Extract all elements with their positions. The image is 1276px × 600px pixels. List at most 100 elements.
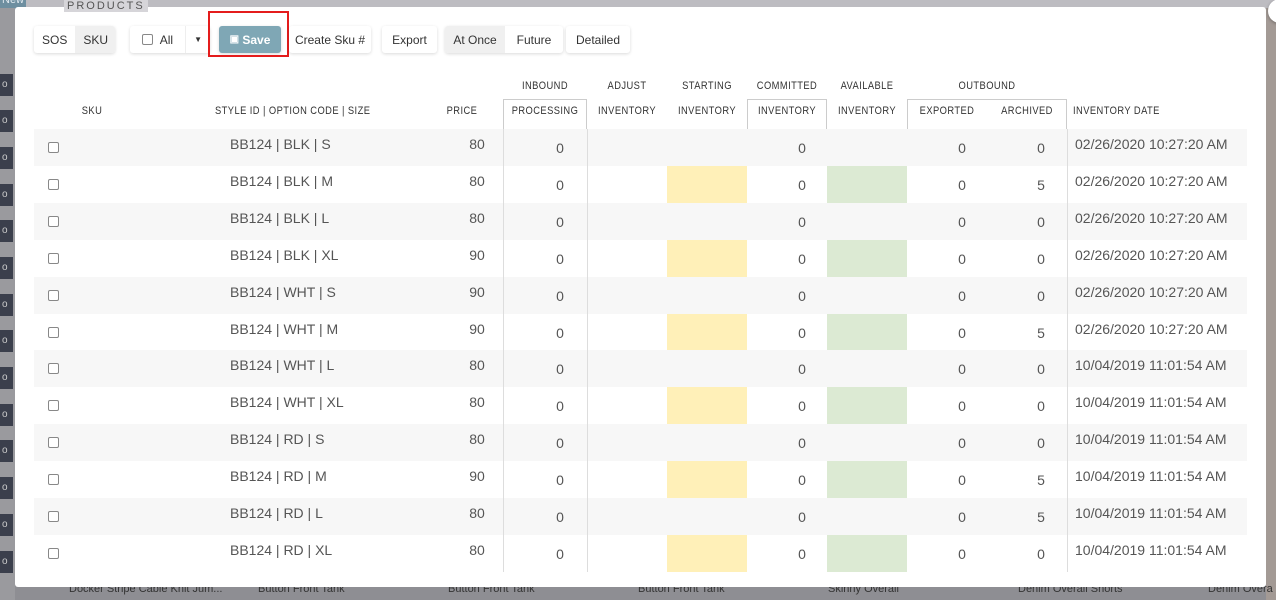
date-cell: 02/26/2020 10:27:20 AM (1075, 247, 1228, 263)
export-button[interactable]: Export (382, 26, 437, 53)
table-row: BB124 | WHT | S90000002/26/2020 10:27:20… (34, 277, 1247, 314)
background-badge: o (0, 184, 13, 206)
header-date: INVENTORY DATE (1073, 105, 1175, 117)
committed-cell: 0 (782, 177, 822, 193)
header-starting-2: INVENTORY (673, 105, 741, 117)
committed-cell: 0 (782, 472, 822, 488)
archived-cell: 5 (1021, 177, 1061, 193)
timing-toggle: At Once Future (445, 26, 563, 53)
exported-cell: 0 (942, 472, 982, 488)
header-sku: SKU (71, 105, 114, 117)
archived-cell: 5 (1021, 472, 1061, 488)
row-checkbox[interactable] (48, 179, 59, 190)
background-badge: o (0, 220, 13, 242)
exported-cell: 0 (942, 325, 982, 341)
archived-cell: 0 (1021, 214, 1061, 230)
committed-cell: 0 (782, 398, 822, 414)
header-committed-2: INVENTORY (753, 105, 821, 117)
processing-cell: 0 (540, 177, 580, 193)
sku-button[interactable]: SKU (75, 26, 115, 53)
table-row: BB124 | WHT | M90000502/26/2020 10:27:20… (34, 314, 1247, 351)
row-checkbox[interactable] (48, 437, 59, 448)
date-cell: 10/04/2019 11:01:54 AM (1075, 431, 1227, 447)
archived-cell: 0 (1021, 361, 1061, 377)
header-available: AVAILABLE (833, 80, 901, 92)
background-badge: o (0, 257, 13, 279)
archived-cell: 0 (1021, 398, 1061, 414)
row-checkbox[interactable] (48, 548, 59, 559)
archived-cell: 0 (1021, 140, 1061, 156)
date-cell: 10/04/2019 11:01:54 AM (1075, 394, 1227, 410)
row-checkbox[interactable] (48, 363, 59, 374)
date-cell: 02/26/2020 10:27:20 AM (1075, 284, 1228, 300)
select-all-checkbox[interactable]: All (130, 26, 185, 53)
archived-cell: 5 (1021, 325, 1061, 341)
future-button[interactable]: Future (505, 26, 563, 53)
processing-cell: 0 (540, 472, 580, 488)
header-archived: ARCHIVED (993, 105, 1061, 117)
processing-cell: 0 (540, 140, 580, 156)
header-outbound: OUTBOUND (919, 80, 1055, 92)
date-cell: 02/26/2020 10:27:20 AM (1075, 136, 1228, 152)
exported-cell: 0 (942, 361, 982, 377)
price-cell: 80 (457, 210, 497, 226)
processing-cell: 0 (540, 361, 580, 377)
price-cell: 90 (457, 468, 497, 484)
processing-cell: 0 (540, 435, 580, 451)
header-available-2: INVENTORY (833, 105, 901, 117)
detailed-button[interactable]: Detailed (566, 26, 630, 53)
caret-down-icon[interactable]: ▼ (185, 26, 210, 53)
row-checkbox[interactable] (48, 216, 59, 227)
background-badge: o (0, 330, 13, 352)
exported-cell: 0 (942, 140, 982, 156)
table-row: BB124 | BLK | XL90000002/26/2020 10:27:2… (34, 240, 1247, 277)
style-cell: BB124 | RD | L (230, 505, 323, 521)
background-sidebar: oooooooooooooo (0, 8, 15, 600)
exported-cell: 0 (942, 398, 982, 414)
create-sku-button[interactable]: Create Sku # (289, 26, 371, 53)
table-row: BB124 | WHT | L80000010/04/2019 11:01:54… (34, 350, 1247, 387)
price-cell: 80 (457, 173, 497, 189)
exported-cell: 0 (942, 288, 982, 304)
archived-cell: 5 (1021, 509, 1061, 525)
style-cell: BB124 | RD | S (230, 431, 324, 447)
background-image (1266, 8, 1276, 600)
row-checkbox[interactable] (48, 327, 59, 338)
row-checkbox[interactable] (48, 511, 59, 522)
price-cell: 90 (457, 321, 497, 337)
committed-cell: 0 (782, 361, 822, 377)
view-toggle: SOS SKU (34, 26, 115, 53)
archived-cell: 0 (1021, 251, 1061, 267)
row-checkbox[interactable] (48, 290, 59, 301)
price-cell: 80 (457, 542, 497, 558)
table-row: BB124 | RD | L80000510/04/2019 11:01:54 … (34, 498, 1247, 535)
processing-cell: 0 (540, 251, 580, 267)
style-cell: BB124 | WHT | L (230, 357, 334, 373)
header-committed: COMMITTED (753, 80, 821, 92)
row-checkbox[interactable] (48, 474, 59, 485)
committed-cell: 0 (782, 435, 822, 451)
sos-button[interactable]: SOS (34, 26, 75, 53)
background-badge: o (0, 514, 13, 536)
archived-cell: 0 (1021, 546, 1061, 562)
processing-cell: 0 (540, 546, 580, 562)
row-checkbox[interactable] (48, 253, 59, 264)
date-cell: 02/26/2020 10:27:20 AM (1075, 321, 1228, 337)
processing-cell: 0 (540, 288, 580, 304)
table-row: BB124 | BLK | L80000002/26/2020 10:27:20… (34, 203, 1247, 240)
date-cell: 02/26/2020 10:27:20 AM (1075, 173, 1228, 189)
table-row: BB124 | RD | XL80000010/04/2019 11:01:54… (34, 535, 1247, 572)
row-checkbox[interactable] (48, 142, 59, 153)
checkbox-icon[interactable] (142, 34, 153, 45)
at-once-button[interactable]: At Once (445, 26, 505, 53)
header-adjust: ADJUST (593, 80, 661, 92)
background-badge: o (0, 294, 13, 316)
table-row: BB124 | BLK | S80000002/26/2020 10:27:20… (34, 129, 1247, 166)
committed-cell: 0 (782, 288, 822, 304)
committed-cell: 0 (782, 214, 822, 230)
price-cell: 80 (457, 505, 497, 521)
style-cell: BB124 | RD | XL (230, 542, 332, 558)
row-checkbox[interactable] (48, 400, 59, 411)
exported-cell: 0 (942, 214, 982, 230)
committed-cell: 0 (782, 251, 822, 267)
